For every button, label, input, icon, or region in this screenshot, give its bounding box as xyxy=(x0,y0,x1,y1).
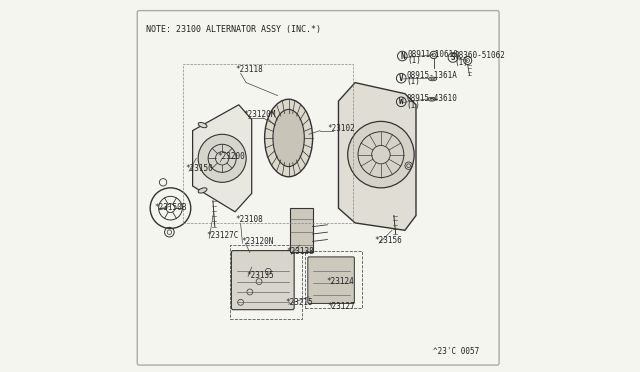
Text: *23124: *23124 xyxy=(326,277,355,286)
Ellipse shape xyxy=(273,109,304,167)
Text: ^23'C 0057: ^23'C 0057 xyxy=(433,347,479,356)
Circle shape xyxy=(198,134,246,182)
Polygon shape xyxy=(339,83,416,230)
Text: V: V xyxy=(399,74,404,83)
Text: *23118: *23118 xyxy=(235,65,263,74)
Bar xyxy=(230,245,301,319)
Text: *23127: *23127 xyxy=(328,302,355,311)
Text: *23138: *23138 xyxy=(286,247,314,256)
Text: N: N xyxy=(400,52,404,61)
Ellipse shape xyxy=(198,188,207,193)
FancyBboxPatch shape xyxy=(308,257,355,304)
Text: W: W xyxy=(399,97,404,106)
FancyBboxPatch shape xyxy=(137,11,499,365)
Text: *23200: *23200 xyxy=(218,153,245,161)
Text: 08915-43610: 08915-43610 xyxy=(406,94,457,103)
Text: (1): (1) xyxy=(406,101,420,110)
Text: *23215: *23215 xyxy=(285,298,313,307)
Text: *23150: *23150 xyxy=(185,164,213,173)
Text: (1): (1) xyxy=(407,57,421,65)
Text: NOTE: 23100 ALTERNATOR ASSY (INC.*): NOTE: 23100 ALTERNATOR ASSY (INC.*) xyxy=(147,25,321,34)
Bar xyxy=(184,64,353,223)
Text: 08360-51062: 08360-51062 xyxy=(454,51,505,60)
Text: *23127C: *23127C xyxy=(206,231,239,240)
Text: *23120M: *23120M xyxy=(244,110,276,119)
Ellipse shape xyxy=(198,122,207,128)
Bar xyxy=(291,208,312,253)
Text: *23156: *23156 xyxy=(374,236,403,245)
Circle shape xyxy=(348,121,414,188)
Text: (1): (1) xyxy=(406,77,420,86)
Text: 08911-10610: 08911-10610 xyxy=(407,50,458,59)
Text: (1): (1) xyxy=(454,58,468,67)
Text: *23135: *23135 xyxy=(246,270,274,280)
Text: *23108: *23108 xyxy=(236,215,264,224)
FancyBboxPatch shape xyxy=(232,251,294,310)
Text: *23102: *23102 xyxy=(328,124,355,132)
Ellipse shape xyxy=(429,77,436,81)
Ellipse shape xyxy=(264,99,312,177)
Bar xyxy=(305,251,362,308)
Text: *23120N: *23120N xyxy=(242,237,274,246)
Polygon shape xyxy=(193,105,252,212)
Text: *23150B: *23150B xyxy=(154,203,186,212)
Text: 08915-1361A: 08915-1361A xyxy=(406,71,457,80)
Text: S: S xyxy=(451,53,455,62)
Ellipse shape xyxy=(428,97,436,101)
